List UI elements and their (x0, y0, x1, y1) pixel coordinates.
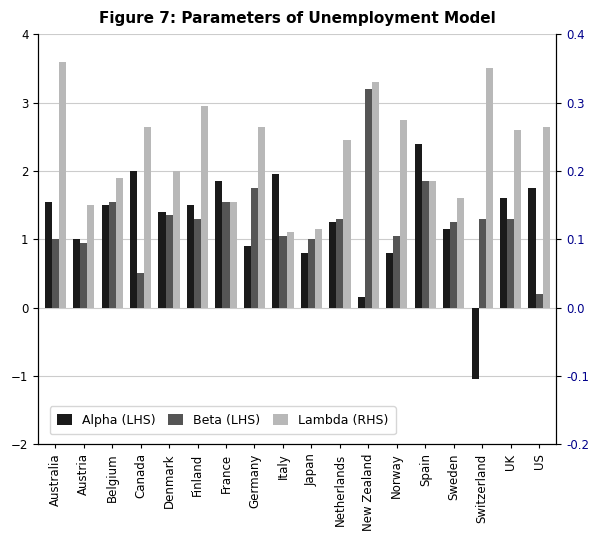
Bar (251, 188, 258, 308)
Bar (529, 188, 536, 308)
Bar (73, 239, 80, 308)
Bar (301, 253, 308, 308)
Bar (280, 236, 287, 308)
Bar (343, 140, 350, 308)
Legend: Alpha (LHS), Beta (LHS), Lambda (RHS): Alpha (LHS), Beta (LHS), Lambda (RHS) (50, 406, 396, 434)
Bar (52, 239, 59, 308)
Bar (472, 308, 479, 379)
Bar (443, 229, 450, 308)
Bar (137, 274, 144, 308)
Bar (272, 175, 280, 308)
Bar (130, 171, 137, 308)
Bar (88, 205, 94, 308)
Bar (457, 198, 464, 308)
Bar (109, 202, 116, 308)
Bar (315, 229, 322, 308)
Bar (486, 68, 493, 308)
Bar (80, 243, 88, 308)
Bar (144, 126, 151, 308)
Bar (215, 181, 223, 308)
Title: Figure 7: Parameters of Unemployment Model: Figure 7: Parameters of Unemployment Mod… (99, 11, 496, 26)
Bar (429, 181, 436, 308)
Bar (393, 236, 400, 308)
Bar (44, 202, 52, 308)
Bar (372, 82, 379, 308)
Bar (536, 294, 542, 308)
Bar (201, 106, 208, 308)
Bar (223, 202, 230, 308)
Bar (59, 62, 66, 308)
Bar (116, 178, 123, 308)
Bar (542, 126, 550, 308)
Bar (187, 205, 194, 308)
Bar (386, 253, 393, 308)
Bar (358, 298, 365, 308)
Bar (400, 120, 407, 308)
Bar (308, 239, 315, 308)
Bar (479, 219, 486, 308)
Bar (500, 198, 507, 308)
Bar (244, 246, 251, 308)
Bar (230, 202, 237, 308)
Bar (158, 212, 166, 308)
Bar (101, 205, 109, 308)
Bar (287, 233, 293, 308)
Bar (514, 130, 521, 308)
Bar (337, 219, 343, 308)
Bar (194, 219, 201, 308)
Bar (422, 181, 429, 308)
Bar (415, 144, 422, 308)
Bar (507, 219, 514, 308)
Bar (365, 89, 372, 308)
Bar (258, 126, 265, 308)
Bar (166, 215, 173, 308)
Bar (329, 222, 337, 308)
Bar (450, 222, 457, 308)
Bar (173, 171, 180, 308)
